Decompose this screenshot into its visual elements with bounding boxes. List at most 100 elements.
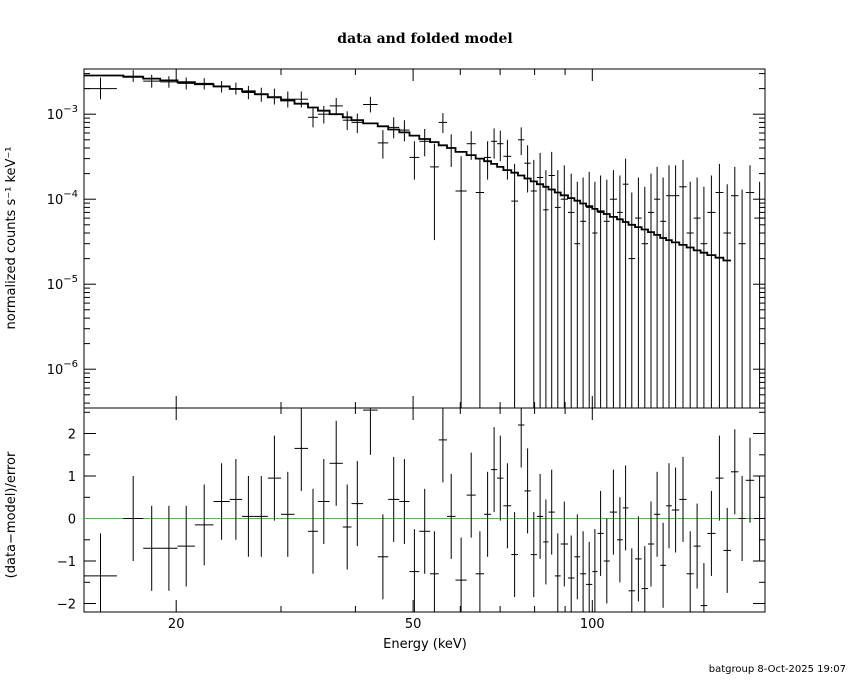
data-point	[580, 177, 587, 408]
y-tick-label: −2	[57, 598, 76, 613]
x-tick-label: 100	[580, 617, 605, 632]
data-point	[503, 139, 512, 180]
residual-point	[597, 490, 604, 576]
residual-point	[707, 490, 716, 576]
residual-point	[160, 505, 178, 591]
data-point	[281, 91, 295, 108]
data-point	[641, 186, 648, 408]
residual-point	[503, 463, 512, 549]
residual-point	[554, 533, 561, 612]
residual-point	[671, 467, 680, 553]
residual-point	[475, 531, 485, 612]
residual-point	[177, 505, 195, 587]
data-point	[622, 158, 629, 408]
data-point	[447, 134, 456, 167]
data-point	[242, 85, 255, 100]
data-point	[388, 117, 400, 139]
data-point	[511, 163, 518, 408]
residual-point	[438, 408, 447, 483]
data-point	[745, 165, 755, 408]
residual-point	[363, 408, 378, 455]
data-point	[666, 165, 672, 408]
bottom-y-axis-label: (data−model)/error	[4, 451, 19, 578]
data-point	[536, 152, 544, 408]
data-point	[654, 166, 661, 408]
residual-point	[511, 512, 518, 598]
data-point	[491, 128, 498, 159]
residual-point	[242, 476, 255, 557]
residual-point	[738, 476, 746, 561]
data-point	[177, 77, 195, 90]
residual-point	[543, 499, 549, 585]
data-point	[399, 120, 410, 142]
data-point	[693, 177, 701, 408]
residual-point	[568, 535, 575, 612]
residual-point	[622, 465, 629, 551]
residual-point	[666, 463, 672, 549]
residual-point	[731, 429, 739, 515]
residual-point	[745, 437, 755, 523]
data-point	[430, 143, 439, 241]
data-point	[597, 175, 604, 408]
data-point	[635, 177, 642, 408]
data-point	[603, 179, 610, 408]
residual-point	[524, 448, 531, 534]
data-point	[308, 108, 318, 128]
data-point	[419, 129, 431, 157]
residual-point	[308, 488, 318, 574]
residual-point	[586, 541, 593, 612]
residual-point	[267, 435, 281, 521]
residual-point	[641, 546, 648, 612]
data-point	[530, 159, 537, 408]
residual-point	[491, 427, 498, 513]
y-tick-label: −1	[57, 555, 76, 570]
residual-point	[409, 529, 420, 612]
data-point	[342, 111, 352, 131]
data-point	[679, 159, 687, 408]
residual-point	[254, 476, 268, 557]
residual-point	[329, 420, 343, 506]
data-point	[671, 165, 680, 408]
data-point	[363, 96, 378, 113]
data-point	[754, 181, 765, 408]
data-point	[568, 173, 575, 408]
residual-point	[351, 461, 364, 547]
residual-point	[648, 501, 655, 587]
data-point	[592, 181, 598, 408]
footer-label: batgroup 8-Oct-2025 19:07	[709, 664, 846, 675]
residual-point	[229, 459, 243, 540]
residual-point	[281, 471, 295, 557]
residual-point	[723, 507, 731, 593]
residual-point	[377, 514, 389, 600]
residual-point	[342, 484, 352, 570]
y-tick-label: 10−3	[47, 104, 78, 123]
y-tick-label: 10−5	[47, 274, 78, 293]
residual-point	[518, 408, 525, 468]
data-point	[317, 105, 330, 124]
top-panel: 10−6 10−5 10−4 10−3 normalized counts s⁻¹ k…	[4, 68, 766, 409]
residual-point	[430, 531, 439, 612]
y-tick-label: 0	[68, 513, 76, 528]
data-point	[84, 77, 117, 100]
residual-point	[700, 563, 708, 612]
top-y-axis-label: normalized counts s⁻¹ keV⁻¹	[4, 147, 19, 330]
data-point	[738, 189, 746, 408]
data-point	[548, 151, 555, 408]
residual-point	[419, 488, 431, 574]
y-tick-label: 2	[68, 428, 76, 443]
data-points	[84, 70, 765, 408]
data-point	[660, 177, 667, 408]
bottom-panel: 20 50 100 −2 −1 0 1 2 (data−model)/error Energy…	[4, 407, 766, 652]
data-point	[700, 186, 708, 408]
data-point	[628, 192, 636, 408]
residual-point	[388, 456, 400, 542]
residual-point	[84, 533, 117, 612]
residual-point	[603, 518, 610, 604]
residual-point	[548, 469, 555, 555]
data-point	[475, 158, 485, 408]
residual-point	[399, 459, 410, 544]
bottom-axis-ticks: 20 50 100 −2 −1 0 1 2	[57, 408, 765, 632]
bottom-plot-frame	[83, 407, 766, 613]
y-tick-label: 10−6	[47, 359, 78, 378]
